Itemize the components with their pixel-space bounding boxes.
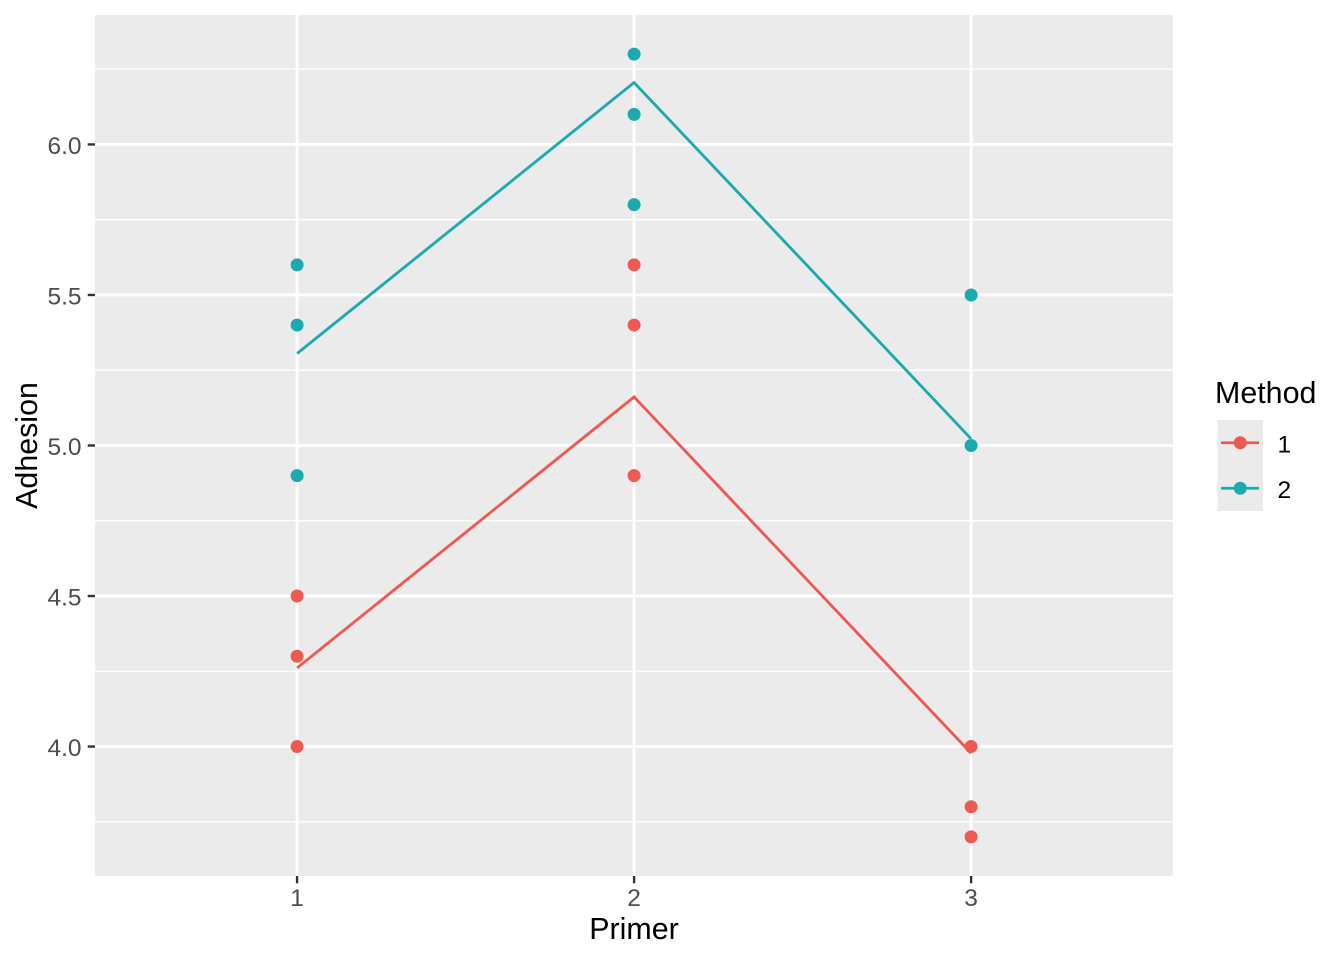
svg-text:2: 2 — [1278, 477, 1292, 504]
svg-text:1: 1 — [1278, 431, 1292, 458]
svg-text:5.5: 5.5 — [47, 284, 81, 311]
svg-text:2: 2 — [627, 885, 641, 912]
svg-text:Method: Method — [1215, 376, 1316, 410]
svg-text:Adhesion: Adhesion — [10, 382, 44, 509]
svg-text:5.0: 5.0 — [47, 434, 81, 461]
svg-text:4.0: 4.0 — [47, 735, 81, 762]
svg-text:6.0: 6.0 — [47, 133, 81, 160]
svg-text:Primer: Primer — [589, 912, 678, 946]
svg-text:4.5: 4.5 — [47, 585, 81, 612]
svg-text:1: 1 — [290, 885, 304, 912]
svg-text:3: 3 — [964, 885, 978, 912]
